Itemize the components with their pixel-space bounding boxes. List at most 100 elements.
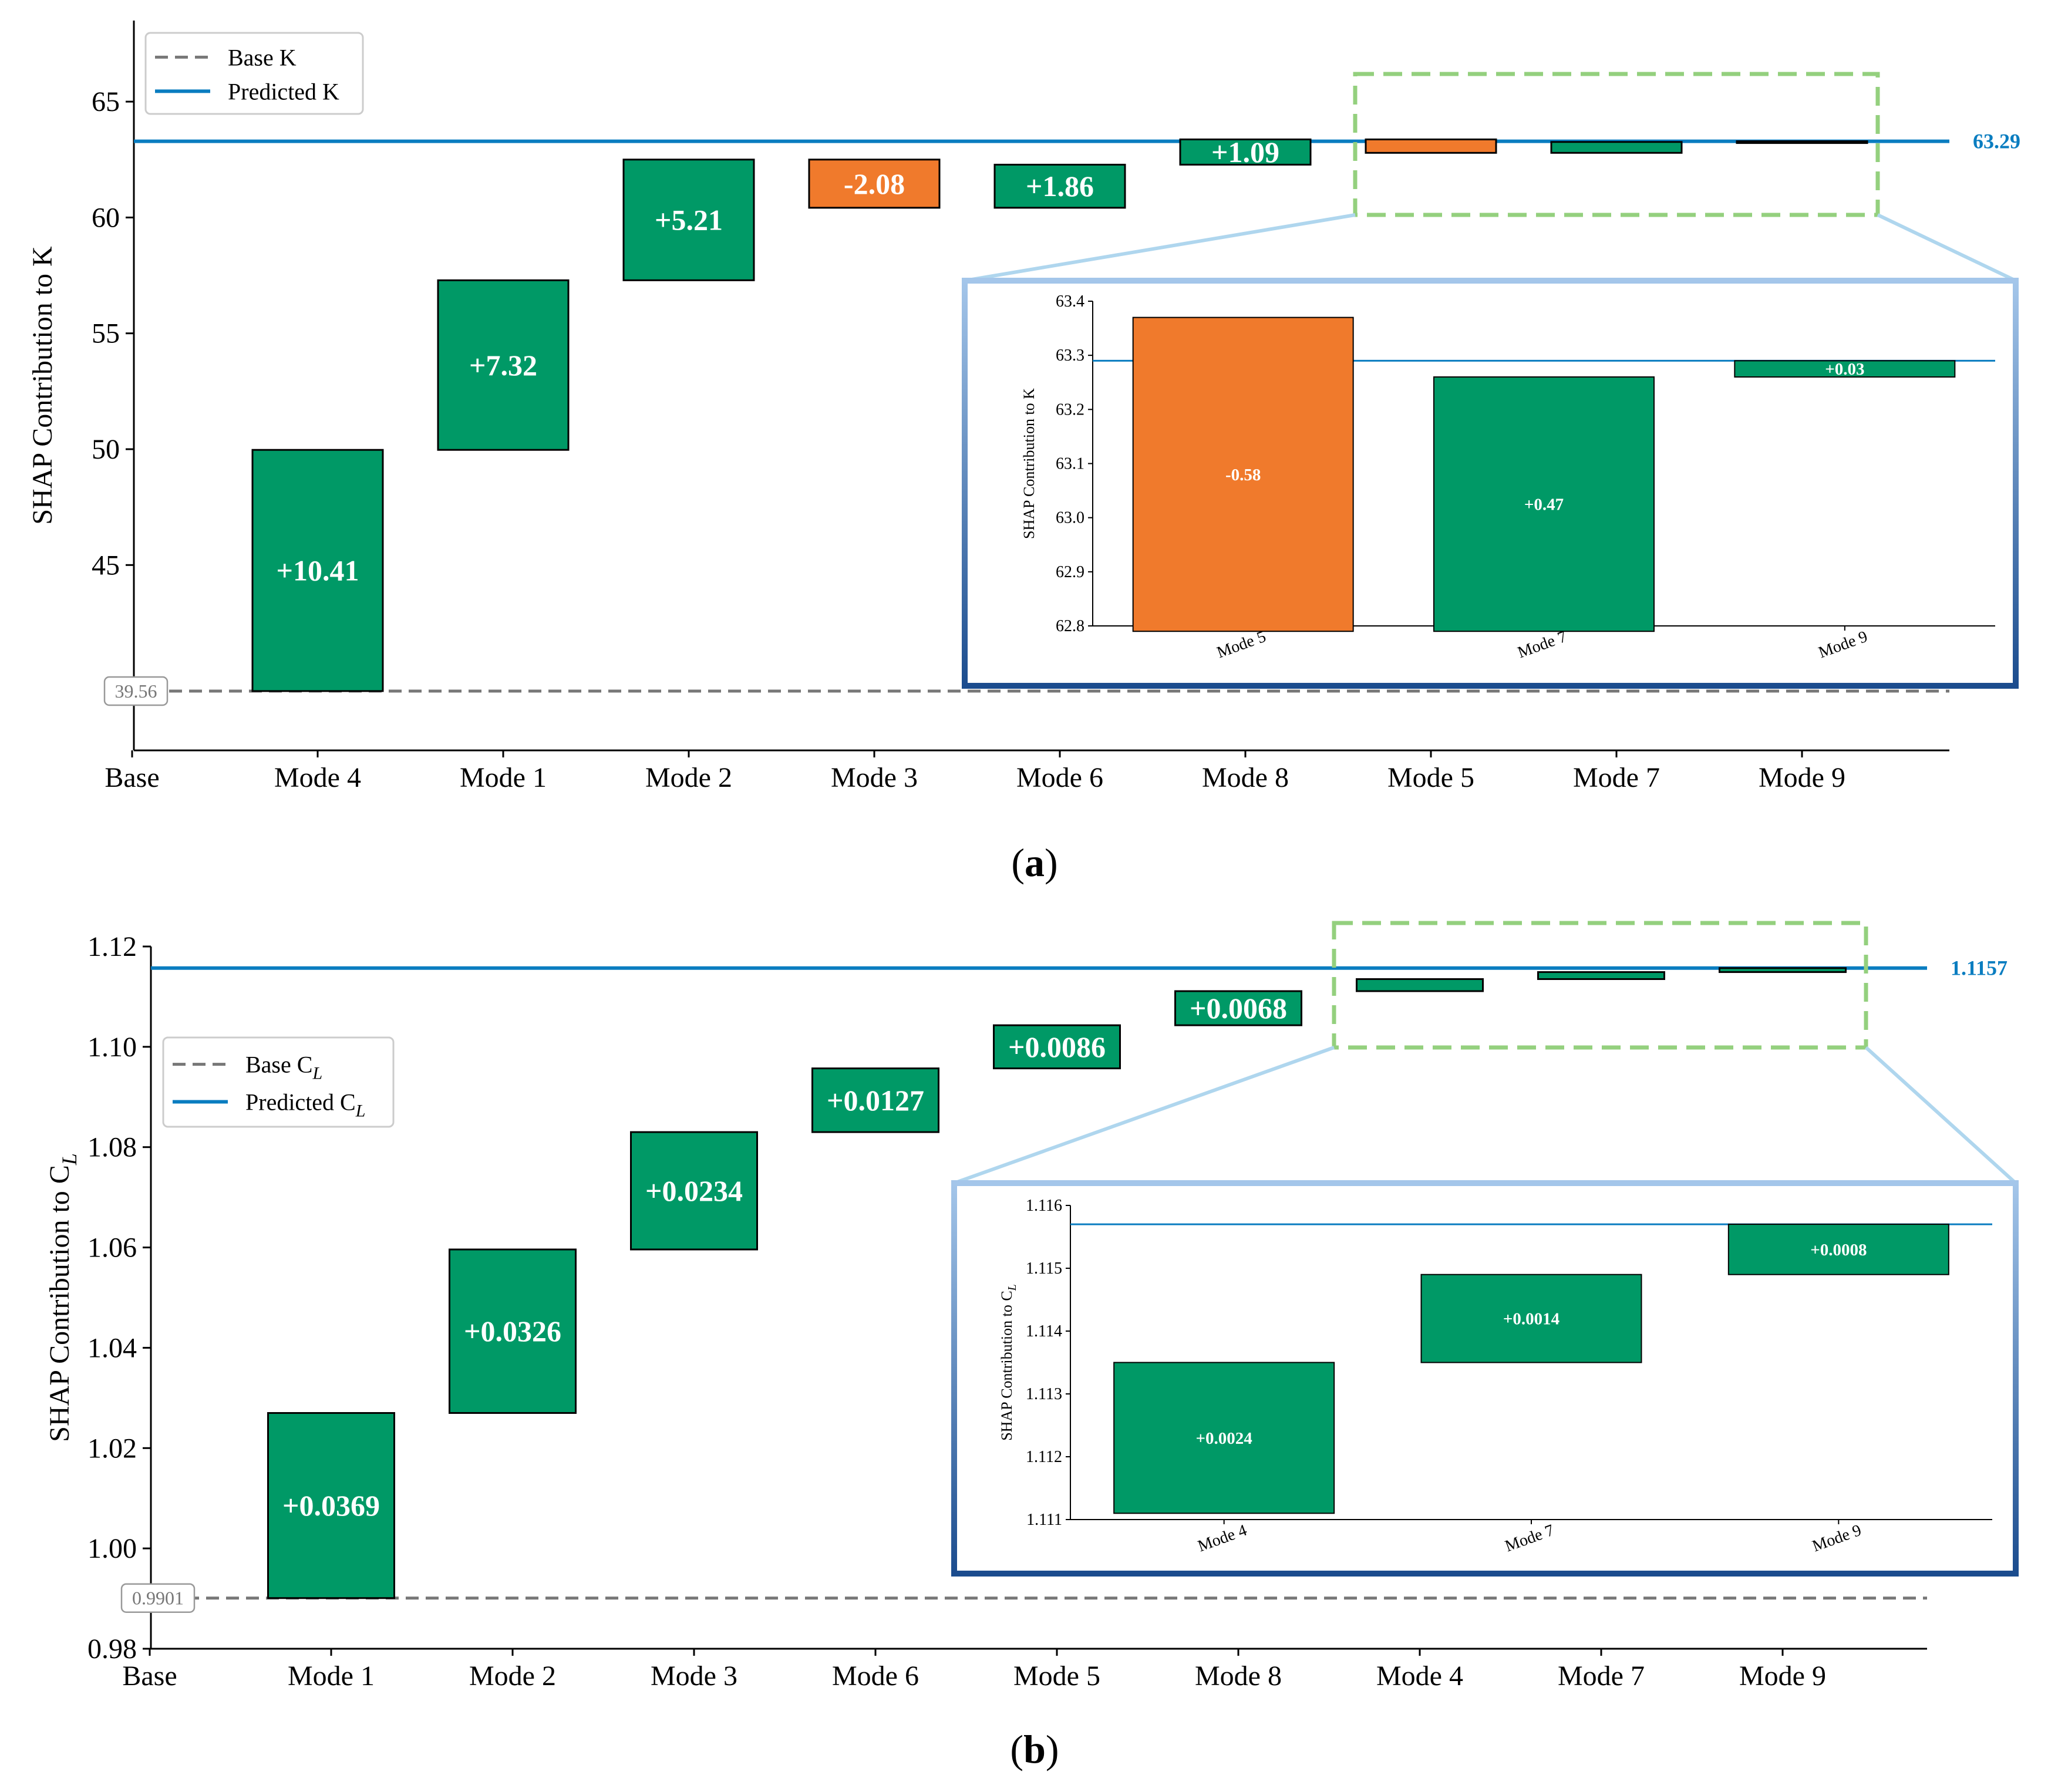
bar-mode-3 — [630, 1131, 758, 1251]
y-tick-label: 50 — [92, 434, 120, 465]
x-tick-label: Mode 3 — [831, 762, 918, 793]
inset-y-tick-label: 1.113 — [1026, 1385, 1062, 1403]
y-axis-title: SHAP Contribution to CL — [44, 1153, 81, 1442]
x-tick-label: Base — [105, 762, 159, 793]
zoom-box — [1332, 921, 1868, 1050]
bar-value-label: +0.0369 — [282, 1489, 380, 1522]
predicted-value-label: 63.29 — [1973, 130, 2020, 153]
inset-bar-value-label: +0.0014 — [1503, 1310, 1560, 1329]
x-tick-label: Mode 6 — [1016, 762, 1103, 793]
y-tick-label: 0.98 — [87, 1633, 137, 1665]
bar-mode-8 — [1179, 138, 1312, 166]
x-tick-label: Mode 3 — [651, 1660, 737, 1692]
bar-value-label: +1.09 — [1211, 136, 1279, 169]
bar-value-label: +7.32 — [469, 349, 537, 382]
legend-predicted-label: Predicted K — [228, 78, 339, 105]
legend-box — [144, 32, 364, 115]
bar-mode-7 — [1550, 141, 1683, 154]
inset-y-tick-label: 63.2 — [1056, 400, 1084, 419]
bar-mode-4 — [251, 449, 384, 692]
base-value-box — [103, 676, 169, 706]
inset-bar-value-label: -0.58 — [1225, 466, 1261, 484]
inset-bar-value-label: +0.0008 — [1810, 1241, 1867, 1259]
inset-y-tick-label: 1.111 — [1026, 1511, 1062, 1529]
bar-mode-7 — [1537, 971, 1665, 981]
inset-y-axis-title: SHAP Contribution to K — [1020, 388, 1038, 539]
bar-mode-3 — [808, 159, 941, 209]
x-tick-label: Mode 2 — [645, 762, 732, 793]
x-tick-label: Mode 4 — [1376, 1660, 1463, 1692]
zoom-connector-right — [1877, 213, 2017, 282]
zoom-box — [1353, 72, 1880, 217]
inset-bar-value-label: +0.0024 — [1196, 1429, 1252, 1448]
inset-y-tick-label: 1.115 — [1026, 1259, 1062, 1278]
y-tick-label: 1.06 — [87, 1232, 137, 1264]
zoom-connector-left — [953, 1046, 1335, 1185]
inset-y-tick-label: 62.8 — [1056, 617, 1084, 635]
bar-mode-2 — [622, 159, 755, 281]
y-tick-label: 55 — [92, 318, 120, 349]
inset-bar-mode-5 — [1132, 316, 1354, 632]
bar-mode-2 — [449, 1248, 577, 1414]
x-tick-label: Mode 4 — [274, 762, 361, 793]
legend-box — [162, 1036, 395, 1128]
inset-bar-mode-4 — [1113, 1362, 1335, 1514]
x-tick-label: Mode 5 — [1387, 762, 1474, 793]
inset-bar-mode-9 — [1734, 360, 1956, 378]
y-tick-label: 1.10 — [87, 1032, 137, 1063]
bar-mode-6 — [811, 1067, 939, 1133]
inset-y-axis-title: SHAP Contribution to CL — [998, 1284, 1019, 1441]
bar-value-label: +0.0234 — [645, 1174, 743, 1207]
chart-a: 45 50 55 60 65 Base Mode 4 Mode 1 Mode 2 Mode 3 Mo… — [27, 21, 2020, 793]
base-value-label: 39.56 — [115, 681, 157, 702]
bar-value-label: +0.0068 — [1190, 992, 1287, 1025]
bar-mode-5 — [1365, 138, 1497, 154]
x-tick-label: Mode 9 — [1739, 1660, 1826, 1692]
bar-value-label: +0.0086 — [1008, 1030, 1106, 1063]
bar-mode-9 — [1719, 967, 1847, 974]
bar-mode-6 — [993, 163, 1126, 209]
inset-y-tick-label: 1.114 — [1026, 1322, 1062, 1340]
x-tick-label: Mode 5 — [1013, 1660, 1100, 1692]
bar-value-label: +1.86 — [1026, 170, 1094, 203]
legend-base-label: Base CL — [245, 1052, 322, 1083]
zoom-connector-right — [1864, 1046, 2017, 1185]
y-tick-label: 1.00 — [87, 1533, 137, 1564]
predicted-value-label: 1.1157 — [1951, 956, 2008, 980]
inset-y-tick-label: 63.0 — [1056, 509, 1084, 527]
x-tick-label: Base — [122, 1660, 177, 1692]
x-tick-label: Mode 8 — [1202, 762, 1289, 793]
inset-y-tick-label: 63.1 — [1056, 455, 1084, 473]
legend-base-label: Base K — [228, 44, 297, 70]
x-tick-label: Mode 8 — [1195, 1660, 1282, 1692]
zoom-connector-left — [964, 213, 1356, 282]
y-tick-label: 1.04 — [87, 1332, 137, 1363]
bar-mode-4 — [1356, 978, 1484, 992]
bar-mode-1 — [437, 279, 570, 451]
inset-bar-mode-7 — [1420, 1274, 1642, 1363]
x-tick-label: Mode 7 — [1573, 762, 1660, 793]
bar-value-label: +0.0326 — [464, 1315, 561, 1348]
bar-value-label: +5.21 — [655, 204, 723, 237]
inset-bar-value-label: +0.03 — [1825, 360, 1864, 379]
bar-value-label: +0.0127 — [827, 1084, 924, 1117]
x-tick-label: Mode 1 — [288, 1660, 375, 1692]
inset-y-tick-label: 1.112 — [1026, 1448, 1062, 1466]
x-tick-label: Mode 6 — [832, 1660, 919, 1692]
inset-y-tick-label: 63.4 — [1056, 292, 1084, 311]
bar-mode-1 — [267, 1412, 395, 1599]
y-tick-label: 60 — [92, 202, 120, 233]
y-tick-label: 45 — [92, 550, 120, 581]
inset-bar-mode-9 — [1727, 1224, 1949, 1275]
x-tick-label: Mode 2 — [469, 1660, 556, 1692]
y-tick-label: 1.02 — [87, 1433, 137, 1464]
panel-b-label: (b) — [1010, 1727, 1059, 1771]
y-tick-label: 1.12 — [87, 931, 137, 962]
inset-y-tick-label: 62.9 — [1056, 563, 1084, 581]
base-value-box — [120, 1583, 196, 1613]
x-tick-label: Mode 9 — [1759, 762, 1845, 793]
y-tick-label: 1.08 — [87, 1132, 137, 1163]
bar-mode-9 — [1736, 140, 1868, 144]
x-tick-label: Mode 1 — [460, 762, 547, 793]
